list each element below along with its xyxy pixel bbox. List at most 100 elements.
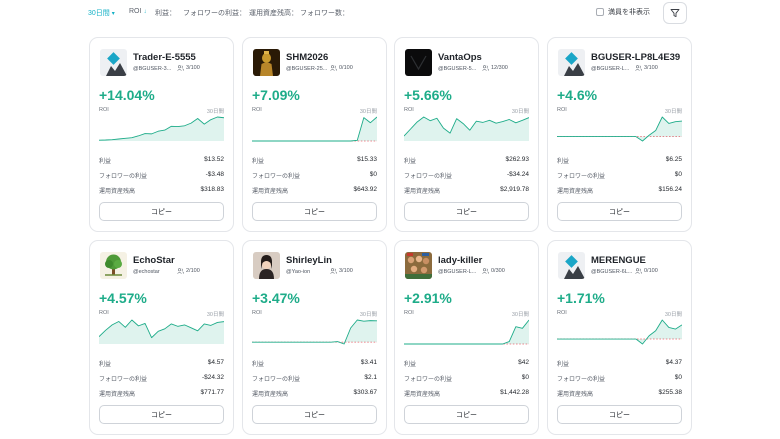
aum-row: 運用資産残高 $2,919.78 <box>404 186 529 195</box>
profit-value: $6.25 <box>665 156 682 163</box>
follower-count: 2/100 <box>177 268 200 274</box>
aum-value: $643.92 <box>353 186 378 193</box>
follower-count: 3/100 <box>177 65 200 71</box>
profit-filter[interactable]: 利益： <box>155 10 176 17</box>
follower-count-filter[interactable]: フォロワー数： <box>300 10 349 17</box>
period-label: 30日間 <box>206 312 224 318</box>
follower-count-value: 0/100 <box>339 65 353 71</box>
follower-profit-value: -$3.48 <box>205 171 224 178</box>
copy-button[interactable]: コピー <box>557 202 682 221</box>
profit-row: 利益 $4.57 <box>99 359 224 368</box>
statue-photo <box>253 49 280 76</box>
roi-area <box>557 320 682 344</box>
roi-value: +3.47% <box>252 290 300 306</box>
follower-profit-label: フォロワーの利益 <box>404 174 453 180</box>
users-icon <box>330 268 337 274</box>
copy-button[interactable]: コピー <box>404 202 529 221</box>
copy-button[interactable]: コピー <box>404 405 529 424</box>
filter-button[interactable] <box>663 2 687 24</box>
aum-row: 運用資産残高 $1,442.28 <box>404 389 529 398</box>
roi-sparkline <box>252 115 378 143</box>
trader-name[interactable]: MERENGUE <box>591 255 646 266</box>
aum-value: $318.83 <box>200 186 225 193</box>
trader-avatar[interactable] <box>100 252 127 279</box>
follower-profit-filter[interactable]: フォロワーの利益： <box>183 10 246 17</box>
aum-label: 運用資産残高 <box>99 392 136 398</box>
follower-profit-row: フォロワーの利益 -$24.32 <box>99 374 224 383</box>
aum-row: 運用資産残高 $255.38 <box>557 389 682 398</box>
roi-label: ROI <box>252 310 262 316</box>
trader-name[interactable]: SHM2026 <box>286 52 329 63</box>
hide-full-checkbox[interactable] <box>596 8 604 16</box>
trader-avatar[interactable] <box>100 49 127 76</box>
profit-value: $3.41 <box>360 359 377 366</box>
copy-button[interactable]: コピー <box>252 405 377 424</box>
profit-value: $4.37 <box>665 359 682 366</box>
trader-avatar[interactable] <box>405 252 432 279</box>
aum-value: $156.24 <box>658 186 683 193</box>
trader-avatar[interactable] <box>405 49 432 76</box>
trader-handle: @BGUSER-3... <box>133 66 172 72</box>
copy-button[interactable]: コピー <box>252 202 377 221</box>
trader-name[interactable]: ShirleyLin <box>286 255 332 266</box>
follower-count-value: 3/100 <box>186 65 200 71</box>
trader-avatar[interactable] <box>253 252 280 279</box>
trader-card[interactable]: EchoStar @echostar 2/100 +4.57% ROI 30日間 利益 $4.… <box>89 240 234 435</box>
roi-line <box>252 319 378 345</box>
profit-label: 利益 <box>404 362 417 368</box>
trader-name[interactable]: lady-killer <box>438 255 483 266</box>
bitget-logo-icon <box>100 49 127 76</box>
follower-profit-label: フォロワーの利益 <box>557 174 606 180</box>
roi-sparkline <box>404 318 530 346</box>
trader-card[interactable]: lady-killer @BGUSER-L... 0/300 +2.91% ROI 30日… <box>394 240 539 435</box>
crowd-photo <box>405 252 432 279</box>
trader-handle: @BGUSER-L... <box>591 66 630 72</box>
profit-row: 利益 $262.93 <box>404 156 529 165</box>
follower-profit-value: $2.1 <box>364 374 377 381</box>
copy-button[interactable]: コピー <box>99 202 224 221</box>
trader-avatar[interactable] <box>558 49 585 76</box>
follower-profit-row: フォロワーの利益 -$34.24 <box>404 171 529 180</box>
trader-name[interactable]: Trader-E-5555 <box>133 52 196 63</box>
period-filter[interactable]: 30日間 ▾ <box>88 8 115 18</box>
roi-sparkline <box>403 115 530 143</box>
trader-name[interactable]: VantaOps <box>438 52 482 63</box>
trader-card[interactable]: VantaOps @BGUSER-5... 12/300 +5.66% ROI 30日間利… <box>394 37 539 232</box>
trader-grid: Trader-E-5555 @BGUSER-3... 3/100 +14.04% ROI… <box>89 37 692 437</box>
aum-value: $303.67 <box>353 389 378 396</box>
aum-label: 運用資産残高 <box>99 189 136 195</box>
profit-row: 利益 $4.37 <box>557 359 682 368</box>
trader-card[interactable]: Trader-E-5555 @BGUSER-3... 3/100 +14.04% ROI… <box>89 37 234 232</box>
hide-full-label: 満員を非表示 <box>608 9 650 16</box>
trader-avatar[interactable] <box>558 252 585 279</box>
trader-name[interactable]: BGUSER-LP8L4E39 <box>591 52 681 63</box>
aum-label: 運用資産残高 <box>404 189 441 195</box>
period-label: 30日間 <box>359 312 377 318</box>
profit-row: 利益 $13.52 <box>99 156 224 165</box>
follower-profit-value: -$24.32 <box>201 374 224 381</box>
trader-handle: @BGUSER-L... <box>438 269 477 275</box>
follower-profit-value: $0 <box>521 374 529 381</box>
aum-filter[interactable]: 運用資産残高： <box>249 10 298 17</box>
trader-card[interactable]: ShirleyLin @Yao-ion 3/100 +3.47% ROI 30日間 利益 $3… <box>242 240 387 435</box>
hide-full-toggle[interactable]: 満員を非表示 <box>596 7 650 17</box>
trader-card[interactable]: MERENGUE @BGUSER-6L... 0/100 +1.71% ROI 30日間利… <box>547 240 692 435</box>
trader-card[interactable]: SHM2026 @BGUSER-25... 0/100 +7.09% ROI 30日間 利益… <box>242 37 387 232</box>
roi-sparkline <box>98 115 225 143</box>
copy-button[interactable]: コピー <box>99 405 224 424</box>
copy-button[interactable]: コピー <box>557 405 682 424</box>
trader-handle: @BGUSER-5... <box>438 66 477 72</box>
follower-count-value: 0/300 <box>491 268 505 274</box>
aum-label: 運用資産残高 <box>557 392 594 398</box>
roi-label: ROI <box>557 107 567 113</box>
roi-sort[interactable]: ROI ↓ <box>129 8 146 15</box>
trader-name[interactable]: EchoStar <box>133 255 175 266</box>
profit-value: $4.57 <box>207 359 224 366</box>
trader-card[interactable]: BGUSER-LP8L4E39 @BGUSER-L... 3/100 +4.6% ROI… <box>547 37 692 232</box>
follower-count: 0/100 <box>330 65 353 71</box>
aum-value: $771.77 <box>200 389 225 396</box>
roi-sparkline <box>557 115 683 143</box>
follower-count: 0/300 <box>482 268 505 274</box>
follower-profit-label: フォロワーの利益 <box>252 174 301 180</box>
trader-avatar[interactable] <box>253 49 280 76</box>
